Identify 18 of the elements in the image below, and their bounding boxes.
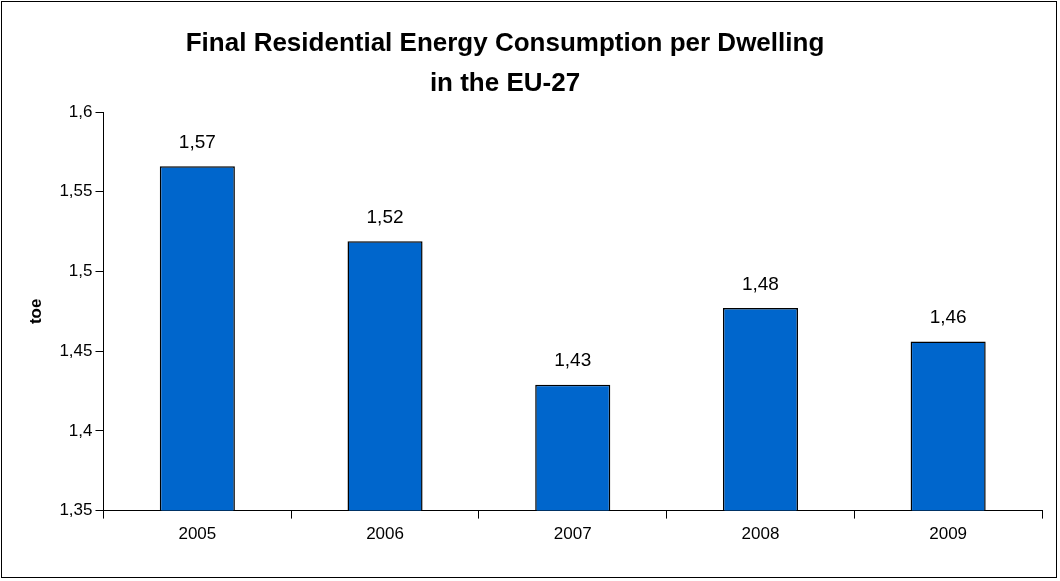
data-label: 1,46 bbox=[929, 306, 967, 328]
chart-title: Final Residential Energy Consumption per Dwelling in the EU-27 bbox=[184, 26, 826, 99]
y-axis-title: toe bbox=[25, 298, 45, 325]
x-tick-label: 2005 bbox=[178, 524, 217, 544]
data-label: 1,48 bbox=[741, 272, 779, 294]
y-tick-label: 1,5 bbox=[68, 261, 93, 281]
x-tick-label: 2009 bbox=[929, 524, 968, 544]
y-tick-label: 1,4 bbox=[68, 420, 93, 440]
data-label: 1,57 bbox=[178, 130, 216, 152]
y-tick-label: 1,55 bbox=[59, 181, 93, 201]
data-label: 1,52 bbox=[366, 205, 404, 227]
x-tick-label: 2006 bbox=[366, 524, 404, 544]
data-label: 1,43 bbox=[554, 349, 592, 371]
x-tick-label: 2007 bbox=[553, 524, 592, 544]
x-tick-label: 2008 bbox=[741, 524, 780, 544]
y-tick-label: 1,35 bbox=[59, 500, 93, 520]
y-tick-label: 1,6 bbox=[68, 101, 93, 121]
y-tick-label: 1,45 bbox=[59, 340, 93, 360]
